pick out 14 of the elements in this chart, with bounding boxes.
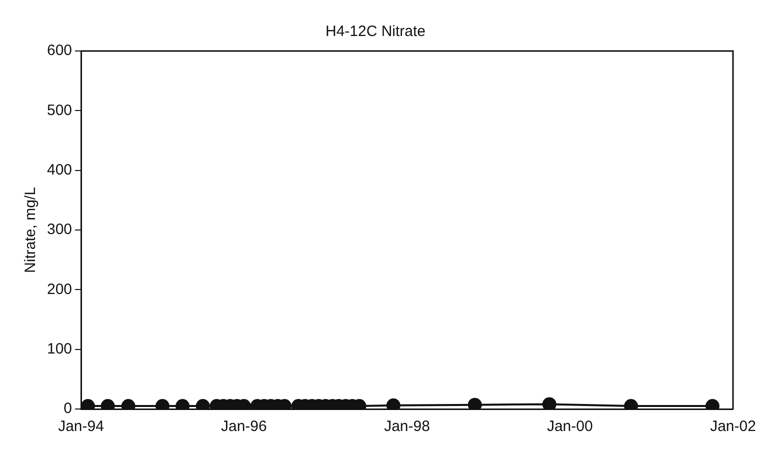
x-tick-label: Jan-98 <box>384 418 430 436</box>
chart-title: H4-12C Nitrate <box>325 23 426 40</box>
y-tick-label: 200 <box>46 280 72 298</box>
y-tick-label: 100 <box>46 340 72 358</box>
y-axis-title: Nitrate, mg/L <box>22 187 40 273</box>
x-tick-label: Jan-00 <box>546 418 593 436</box>
y-tick-label: 300 <box>46 221 72 238</box>
y-tick-label: 600 <box>46 42 72 60</box>
y-tick-label: 0 <box>64 400 72 418</box>
y-tick-label: 400 <box>46 161 72 178</box>
y-tick-label: 500 <box>46 102 72 119</box>
x-tick-label: Jan-02 <box>710 418 756 436</box>
x-tick-label: Jan-94 <box>58 418 104 436</box>
x-tick-label: Jan-96 <box>220 418 267 436</box>
